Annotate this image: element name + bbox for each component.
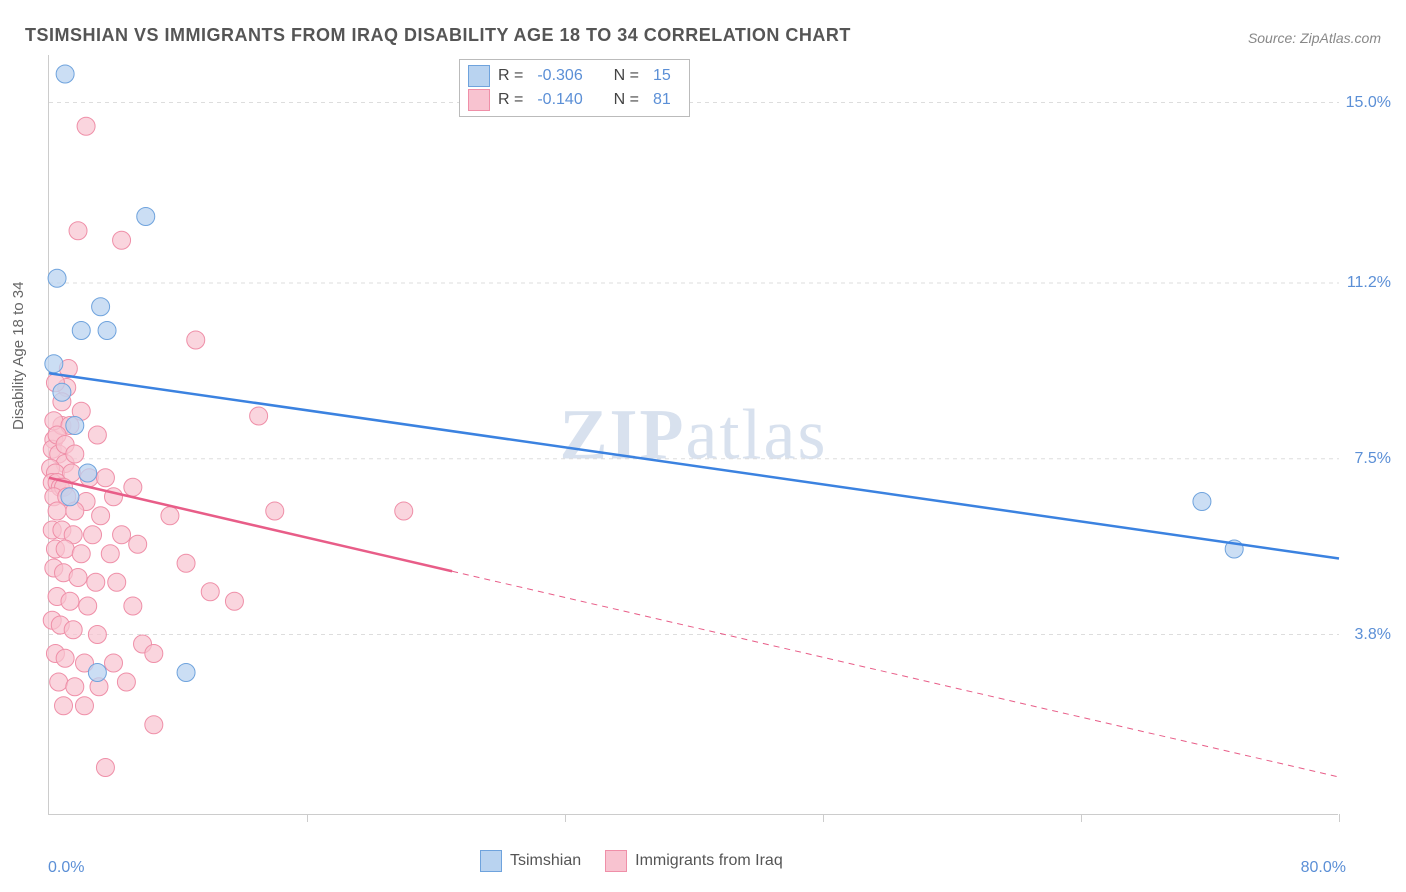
- scatter-point: [117, 673, 135, 691]
- scatter-point: [250, 407, 268, 425]
- legend-swatch-icon: [480, 850, 502, 872]
- scatter-point: [61, 488, 79, 506]
- scatter-point: [98, 322, 116, 340]
- series-legend: Tsimshian Immigrants from Iraq: [480, 850, 783, 872]
- x-tick: [1081, 814, 1082, 822]
- scatter-point: [225, 592, 243, 610]
- scatter-point: [96, 469, 114, 487]
- scatter-point: [48, 502, 66, 520]
- scatter-point: [145, 716, 163, 734]
- scatter-point: [88, 426, 106, 444]
- scatter-point: [92, 507, 110, 525]
- stats-swatch-icon: [468, 89, 490, 111]
- y-tick-label: 15.0%: [1346, 94, 1391, 112]
- scatter-point: [64, 621, 82, 639]
- scatter-point: [161, 507, 179, 525]
- r-label: R =: [498, 91, 523, 109]
- scatter-point: [48, 269, 66, 287]
- scatter-point: [201, 583, 219, 601]
- scatter-point: [69, 569, 87, 587]
- scatter-point: [395, 502, 413, 520]
- stats-row: R = -0.306 N = 15: [468, 64, 677, 88]
- scatter-point: [84, 526, 102, 544]
- scatter-point: [1193, 493, 1211, 511]
- n-label: N =: [614, 67, 639, 85]
- n-value: 81: [653, 91, 671, 109]
- scatter-point: [72, 322, 90, 340]
- x-axis-min-label: 0.0%: [48, 859, 84, 877]
- scatter-point: [108, 573, 126, 591]
- r-label: R =: [498, 67, 523, 85]
- x-axis-max-label: 80.0%: [1301, 859, 1346, 877]
- scatter-point: [69, 222, 87, 240]
- scatter-point: [124, 597, 142, 615]
- scatter-point: [53, 383, 71, 401]
- legend-label: Immigrants from Iraq: [635, 852, 783, 870]
- scatter-point: [75, 697, 93, 715]
- scatter-point: [92, 298, 110, 316]
- scatter-point: [113, 526, 131, 544]
- scatter-point: [88, 664, 106, 682]
- scatter-point: [72, 545, 90, 563]
- scatter-point: [124, 478, 142, 496]
- legend-item-tsimshian: Tsimshian: [480, 850, 581, 872]
- scatter-point: [66, 445, 84, 463]
- scatter-point: [50, 673, 68, 691]
- r-value: -0.140: [537, 91, 582, 109]
- scatter-point: [61, 592, 79, 610]
- scatter-point: [129, 535, 147, 553]
- scatter-point: [87, 573, 105, 591]
- scatter-point: [88, 626, 106, 644]
- scatter-point: [177, 554, 195, 572]
- source-attribution: Source: ZipAtlas.com: [1248, 30, 1381, 46]
- plot-area: ZIPatlas R =-0.306 N =15R =-0.140 N =81: [48, 55, 1338, 815]
- scatter-point: [266, 502, 284, 520]
- scatter-point: [56, 65, 74, 83]
- scatter-point: [137, 208, 155, 226]
- x-tick: [1339, 814, 1340, 822]
- x-tick: [565, 814, 566, 822]
- n-value: 15: [653, 67, 671, 85]
- scatter-point: [66, 417, 84, 435]
- x-tick: [823, 814, 824, 822]
- trend-line-extrapolated: [452, 571, 1339, 777]
- legend-swatch-icon: [605, 850, 627, 872]
- scatter-point: [101, 545, 119, 563]
- scatter-point: [55, 697, 73, 715]
- legend-item-immigrants: Immigrants from Iraq: [605, 850, 783, 872]
- stats-legend: R = -0.306 N = 15 R = -0.140 N = 81: [459, 59, 690, 117]
- scatter-point: [66, 678, 84, 696]
- scatter-point: [105, 654, 123, 672]
- scatter-point: [56, 649, 74, 667]
- y-tick-label: 3.8%: [1355, 626, 1391, 644]
- y-axis-label: Disability Age 18 to 34: [10, 282, 27, 430]
- scatter-point: [79, 464, 97, 482]
- scatter-point: [79, 597, 97, 615]
- scatter-point: [45, 355, 63, 373]
- r-value: -0.306: [537, 67, 582, 85]
- scatter-point: [77, 117, 95, 135]
- scatter-point: [145, 645, 163, 663]
- trend-line: [49, 373, 1339, 558]
- scatter-point: [96, 759, 114, 777]
- chart-title: TSIMSHIAN VS IMMIGRANTS FROM IRAQ DISABI…: [25, 25, 851, 46]
- n-label: N =: [614, 91, 639, 109]
- x-tick: [307, 814, 308, 822]
- scatter-point: [56, 540, 74, 558]
- scatter-point: [187, 331, 205, 349]
- stats-swatch-icon: [468, 65, 490, 87]
- y-tick-label: 7.5%: [1355, 450, 1391, 468]
- scatter-plot-svg: [49, 55, 1339, 815]
- y-tick-label: 11.2%: [1347, 274, 1391, 292]
- scatter-point: [113, 231, 131, 249]
- legend-label: Tsimshian: [510, 852, 581, 870]
- stats-row: R = -0.140 N = 81: [468, 88, 677, 112]
- scatter-point: [177, 664, 195, 682]
